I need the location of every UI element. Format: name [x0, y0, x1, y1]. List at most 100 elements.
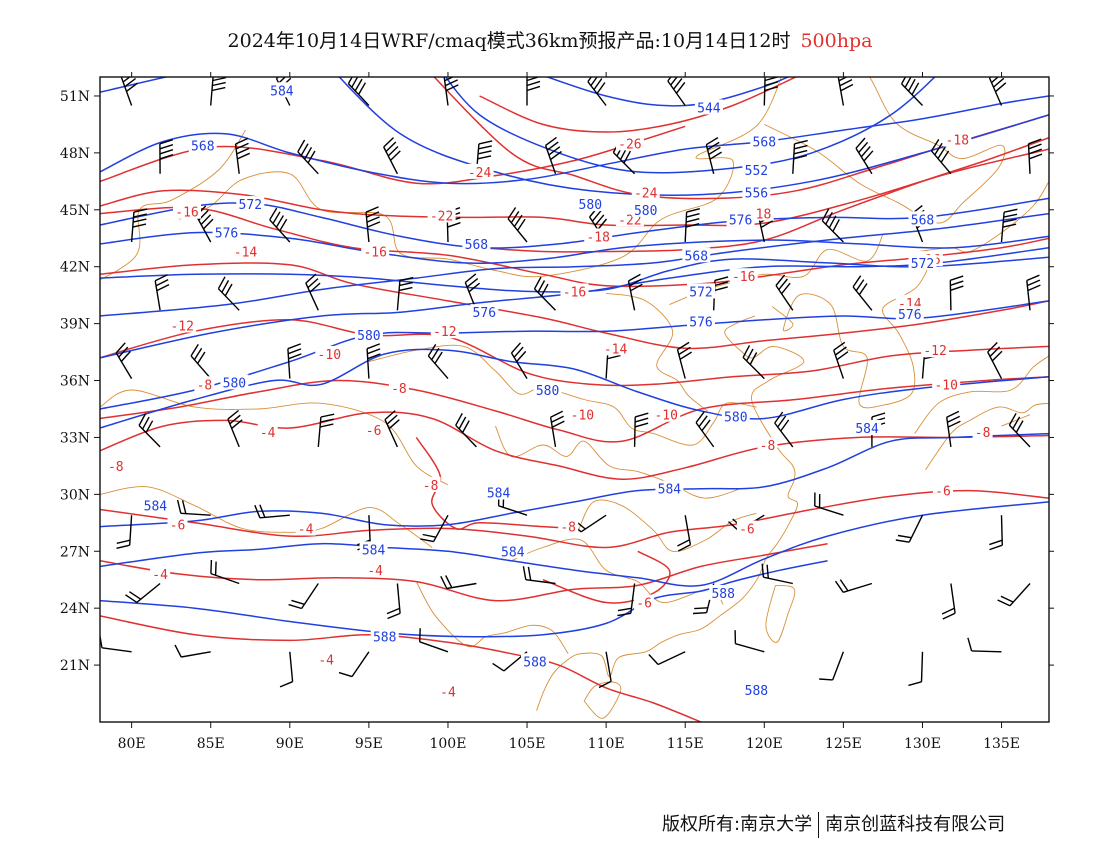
wind-barb — [908, 651, 924, 687]
height-contour-label: 588 — [711, 587, 734, 602]
coastline-layer — [100, 77, 1049, 719]
x-axis-tick-label: 85E — [197, 736, 225, 752]
wind-barb — [455, 413, 477, 448]
wind-barb — [138, 413, 161, 448]
wind-barb — [269, 207, 291, 243]
wind-barb — [734, 630, 765, 653]
wind-barb — [946, 410, 961, 447]
wind-barb — [837, 77, 854, 106]
coastline-path — [368, 344, 757, 446]
temperature-contour-label-bg — [465, 163, 494, 179]
height-contour-label: 580 — [223, 376, 246, 391]
temperature-contour-label-bg — [757, 437, 778, 452]
wind-barb — [677, 515, 692, 552]
temperature-contour-label: -16 — [363, 246, 386, 261]
temperature-contour-line — [479, 77, 797, 133]
height-contour-line — [100, 560, 828, 638]
coastline-path — [765, 584, 796, 643]
temperature-contour-label-bg — [231, 243, 260, 259]
height-contour-label-bg — [742, 162, 771, 177]
wind-barb — [130, 208, 148, 243]
height-contour-label-bg — [533, 382, 562, 397]
wind-barb — [288, 583, 319, 610]
height-contour-label-bg — [236, 196, 265, 212]
temperature-contour-label-bg — [972, 423, 993, 439]
temperature-contour-label-bg — [932, 376, 961, 392]
y-axis-tick-label: 39N — [60, 317, 90, 333]
height-contour-line — [100, 212, 1049, 317]
coastline-path — [1001, 414, 1031, 427]
wind-barb — [159, 139, 174, 174]
x-axis-tick-label: 130E — [904, 736, 941, 752]
height-contour-label-bg — [742, 681, 771, 697]
x-axis-tick-label: 80E — [118, 736, 146, 752]
title-text: 2024年10月14日WRF/cmaq模式36km预报产品:10月14日12时 — [227, 30, 791, 52]
wind-barb — [695, 411, 715, 448]
wind-barb — [419, 628, 449, 653]
height-contour-label-bg — [742, 184, 771, 200]
wind-barb — [176, 499, 211, 516]
wind-barb — [855, 137, 874, 175]
height-contour-label: 588 — [523, 655, 546, 670]
height-contour-label-bg — [726, 211, 755, 227]
temperature-contour-label: -24 — [468, 166, 492, 181]
height-contour-line — [100, 77, 169, 93]
height-contour-label: 584 — [362, 543, 386, 558]
wind-barb — [279, 651, 294, 688]
wind-barb — [930, 139, 952, 175]
wind-barb — [210, 559, 240, 585]
temperature-contour-line — [100, 125, 686, 185]
wind-barb — [396, 276, 414, 311]
wind-barb — [587, 77, 607, 106]
temperature-contour-label: -4 — [260, 426, 276, 441]
x-axis-tick-label: 115E — [667, 736, 704, 752]
y-axis-tick-label: 33N — [60, 430, 90, 446]
coastline-path — [536, 315, 805, 711]
y-axis-tick-label: 30N — [60, 487, 90, 503]
wind-barb — [533, 276, 556, 311]
plot-frame — [99, 76, 1050, 723]
wind-barb — [125, 582, 161, 603]
height-contour-label: 568 — [753, 136, 776, 151]
wind-barb — [627, 273, 643, 311]
temperature-contour-label: -4 — [367, 564, 383, 579]
temperature-contour-label: -10 — [934, 378, 957, 393]
height-contour-label-bg — [470, 304, 499, 320]
wind-barb — [819, 651, 845, 681]
temperature-contour-label-bg — [560, 283, 589, 299]
height-contour-label: 584 — [658, 483, 682, 498]
wind-barb — [792, 139, 808, 174]
temperature-contour-label: -6 — [739, 523, 755, 538]
coastline-path — [914, 355, 1049, 434]
temperature-contour-label: -4 — [152, 568, 168, 583]
pressure-level-label: 500hpa — [800, 30, 873, 52]
height-contour-label: 580 — [634, 204, 657, 219]
temperature-contour-label: -4 — [298, 523, 314, 538]
height-contour-label-bg — [484, 484, 513, 500]
height-contour-label-bg — [687, 313, 715, 329]
temperature-contour-label-bg — [295, 520, 316, 536]
temperature-contour-label-bg — [438, 683, 458, 699]
geopotential-height-contour-layer — [100, 77, 1049, 638]
height-contour-label: 576 — [898, 308, 921, 323]
y-axis-tick-label: 21N — [60, 658, 90, 674]
wind-barb — [648, 651, 686, 666]
x-axis-tick-label: 135E — [983, 736, 1020, 752]
temperature-contour-label-bg — [584, 228, 613, 244]
temperature-contour-label-bg — [150, 566, 171, 581]
height-contour-label-bg — [521, 653, 549, 669]
wind-barb — [443, 77, 459, 106]
temperature-contour-label-bg — [652, 406, 681, 422]
height-contour-line — [100, 348, 1049, 429]
temperature-contour-line — [100, 542, 828, 602]
coastline-path — [494, 425, 741, 499]
height-contour-label-bg — [498, 543, 527, 559]
wind-barb — [234, 137, 250, 174]
temperature-contour-label-bg — [194, 376, 215, 392]
wind-barb — [761, 563, 793, 585]
temperature-contour-label-bg — [736, 520, 757, 536]
temperature-contour-line — [100, 615, 702, 722]
temperature-contour-line — [100, 148, 1049, 227]
temperature-contour-label-bg — [631, 184, 660, 200]
